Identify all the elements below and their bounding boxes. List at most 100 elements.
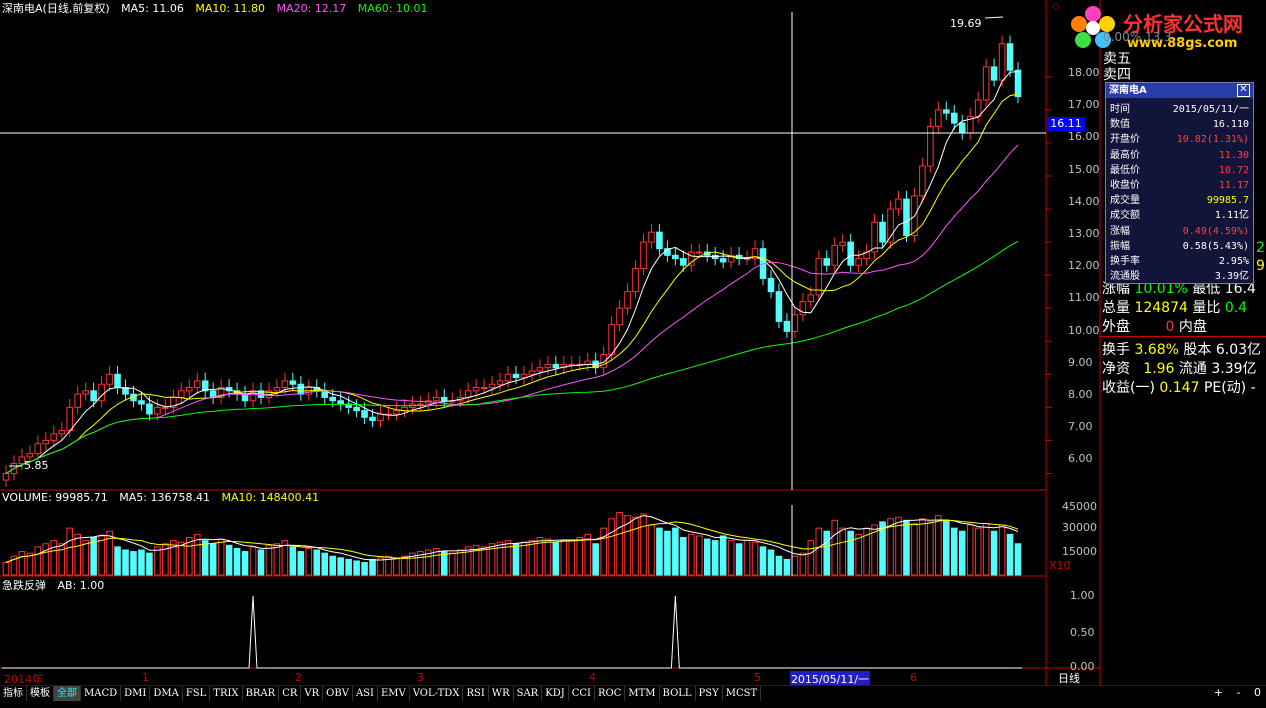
volume-bar bbox=[799, 552, 807, 576]
volume-bar bbox=[10, 555, 18, 576]
zoom-out-button[interactable]: - bbox=[1236, 686, 1241, 699]
indicator-tab-asi[interactable]: ASI bbox=[353, 686, 378, 701]
indicator-tab-指标[interactable]: 指标 bbox=[0, 686, 27, 701]
volume-bar bbox=[648, 524, 655, 576]
candle-body bbox=[815, 258, 823, 296]
candle-body bbox=[990, 66, 998, 81]
reset-button[interactable]: 0 bbox=[1254, 686, 1261, 699]
volume-bar bbox=[616, 512, 623, 576]
volume-bar bbox=[440, 551, 448, 576]
volume-bar bbox=[990, 530, 998, 576]
ma10-line bbox=[5, 93, 1019, 474]
indicator-tab-boll[interactable]: BOLL bbox=[660, 686, 696, 701]
volume-ma5-line bbox=[5, 515, 1019, 563]
indicator-tab-roc[interactable]: ROC bbox=[595, 686, 626, 701]
candle-body bbox=[791, 314, 799, 332]
indicator-tab-brar[interactable]: BRAR bbox=[243, 686, 280, 701]
panel-divider bbox=[1100, 336, 1266, 337]
indicator-tab-emv[interactable]: EMV bbox=[378, 686, 410, 701]
price-tick: 9.00 bbox=[1068, 355, 1093, 369]
indicator-tab-trix[interactable]: TRIX bbox=[210, 686, 243, 701]
volume-bar bbox=[568, 540, 576, 576]
logo-url: www.88gs.com bbox=[1127, 36, 1238, 51]
candle-body bbox=[887, 208, 894, 243]
tooltip-value: 2.95% bbox=[1218, 256, 1249, 267]
zoom-in-button[interactable]: + bbox=[1213, 686, 1224, 699]
volume-bar bbox=[257, 549, 265, 576]
indicator-tab-vol-tdx[interactable]: VOL-TDX bbox=[410, 686, 464, 701]
candle-body bbox=[640, 241, 647, 270]
panel-row: 涨幅 10.01% 最低 16.4 bbox=[1102, 278, 1256, 297]
nav-buttons: + - 0 bbox=[1209, 686, 1266, 699]
volume-bar bbox=[193, 533, 201, 576]
panel-row: 净资 1.96 流通 3.39亿 bbox=[1102, 358, 1257, 377]
volume-bar bbox=[783, 558, 791, 576]
indicator-tab-cr[interactable]: CR bbox=[279, 686, 302, 701]
indicator-tab-wr[interactable]: WR bbox=[489, 686, 514, 701]
candle-body bbox=[831, 244, 839, 266]
indicator-tab-macd[interactable]: MACD bbox=[81, 686, 122, 701]
candle-body bbox=[958, 122, 966, 134]
indicator-tab-rsi[interactable]: RSI bbox=[463, 686, 489, 701]
volume-bar bbox=[871, 524, 878, 576]
volume-bar bbox=[305, 547, 313, 576]
panel-top-partial: 0.00% 13.3 bbox=[1103, 30, 1172, 44]
volume-bar bbox=[233, 547, 241, 576]
volume-bar bbox=[815, 527, 823, 576]
volume-bar bbox=[767, 549, 775, 576]
indicator-tab-fsl[interactable]: FSL bbox=[183, 686, 211, 701]
volume-bar bbox=[146, 552, 153, 576]
price-tick: 10.00 bbox=[1068, 323, 1100, 337]
volume-bar bbox=[751, 541, 759, 576]
volume-bar bbox=[18, 551, 26, 576]
ma5-label: MA5: 11.06 bbox=[121, 2, 184, 15]
volume-bar bbox=[528, 540, 536, 576]
indicator-tab-vr[interactable]: VR bbox=[301, 686, 324, 701]
indicator-tab-全部[interactable]: 全部 bbox=[54, 686, 81, 701]
panel-right-partial-2: 9 bbox=[1256, 258, 1265, 274]
indicator-tab-cci[interactable]: CCI bbox=[569, 686, 595, 701]
date-tick: 1 bbox=[142, 671, 149, 684]
indicator-tab-模板[interactable]: 模板 bbox=[27, 686, 54, 701]
candle-body bbox=[552, 363, 560, 369]
candle-body bbox=[369, 416, 376, 422]
low-price-label: 5.85 bbox=[24, 459, 49, 472]
indicator-tab-mcst[interactable]: MCST bbox=[723, 686, 762, 701]
date-tick: 4 bbox=[589, 671, 596, 684]
panel-value: 3.39亿 bbox=[1211, 361, 1257, 377]
ma20-label: MA20: 12.17 bbox=[276, 2, 347, 15]
indicator-tab-psy[interactable]: PSY bbox=[696, 686, 723, 701]
volume-bar bbox=[217, 538, 225, 576]
volume-bar bbox=[114, 546, 121, 576]
volume-bar bbox=[409, 552, 416, 576]
volume-bar bbox=[74, 533, 81, 576]
tooltip-row: 振幅 0.58(5.43%) bbox=[1106, 239, 1253, 255]
tooltip-value: 0.58(5.43%) bbox=[1182, 240, 1249, 252]
indicator-tick: 0.00 bbox=[1070, 660, 1095, 673]
candle-body bbox=[82, 390, 89, 395]
indicator-tab-mtm[interactable]: MTM bbox=[625, 686, 660, 701]
indicator-tab-dma[interactable]: DMA bbox=[150, 686, 183, 701]
close-icon[interactable]: ✕ bbox=[1237, 84, 1250, 97]
indicator-tab-sar[interactable]: SAR bbox=[514, 686, 543, 701]
indicator-tab-obv[interactable]: OBV bbox=[323, 686, 353, 701]
volume-bar bbox=[42, 543, 50, 576]
volume-bar bbox=[831, 519, 839, 576]
tooltip-row: 最高价 11.30 bbox=[1106, 148, 1253, 164]
period-button[interactable]: 日线 bbox=[1058, 672, 1080, 685]
volume-bar bbox=[209, 543, 217, 576]
sell5-label: 卖五 bbox=[1103, 51, 1131, 67]
volume-bar bbox=[608, 518, 615, 576]
candle-body bbox=[178, 390, 185, 398]
logo-text: 分析家公式网 bbox=[1123, 12, 1243, 36]
volume-tick: 15000 bbox=[1062, 545, 1097, 558]
ma5-line bbox=[5, 71, 1019, 474]
volume-bar bbox=[433, 547, 440, 576]
volume-bar bbox=[512, 543, 520, 576]
volume-bar bbox=[807, 540, 815, 576]
indicator-tick: 0.50 bbox=[1070, 626, 1095, 639]
indicator-tab-kdj[interactable]: KDJ bbox=[542, 686, 569, 701]
indicator-tab-dmi[interactable]: DMI bbox=[121, 686, 151, 701]
candle-body bbox=[783, 320, 791, 332]
candle-body bbox=[703, 251, 711, 256]
